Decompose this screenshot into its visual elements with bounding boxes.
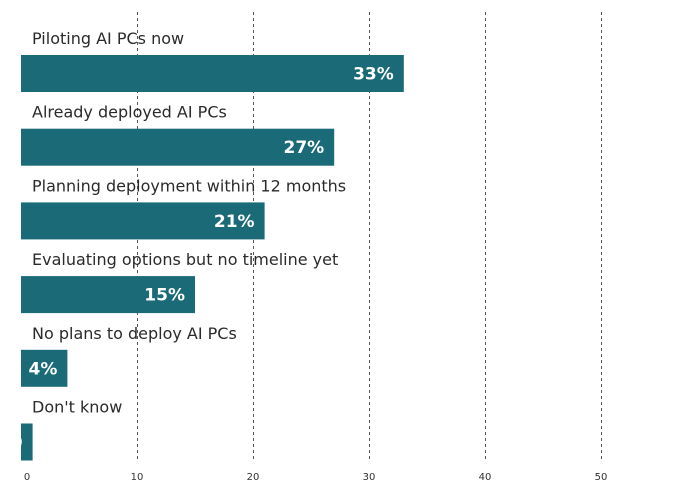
category-label: Evaluating options but no timeline yet [32, 250, 338, 269]
category-label: Already deployed AI PCs [32, 103, 227, 122]
bar [21, 423, 33, 461]
bar-row: Evaluating options but no timeline yet 15… [21, 250, 338, 314]
bar-value-label: 27% [283, 138, 324, 158]
bar [21, 128, 335, 166]
x-tick-label: 40 [479, 472, 492, 483]
bar-value-label: 0 [11, 433, 23, 453]
category-label: Piloting AI PCs now [32, 29, 184, 48]
bar [21, 349, 68, 387]
x-tick-label: 0 [24, 472, 30, 483]
x-tick-label: 10 [131, 472, 144, 483]
category-label: No plans to deploy AI PCs [32, 324, 237, 343]
bar-value-label: 21% [214, 212, 255, 232]
tick-layer: 0 10 20 30 40 50 [24, 472, 608, 483]
bar-row: Piloting AI PCs now 33% [21, 29, 404, 92]
bar-value-label: 4% [29, 359, 58, 379]
x-tick-label: 30 [363, 472, 376, 483]
bar-value-label: 33% [353, 65, 394, 85]
bar-row: No plans to deploy AI PCs 4% [21, 324, 237, 387]
bar-row: Planning deployment within 12 months 21% [21, 176, 346, 240]
bar-row: Already deployed AI PCs 27% [21, 103, 335, 166]
bar [21, 55, 404, 92]
bar-layer: Piloting AI PCs now 33% Already deployed A… [11, 29, 404, 461]
bar [21, 202, 265, 240]
x-tick-label: 50 [595, 472, 608, 483]
category-label: Planning deployment within 12 months [32, 176, 346, 195]
bar-value-label: 15% [144, 286, 185, 306]
x-tick-label: 20 [247, 472, 260, 483]
bar-row: Don't know 0 [11, 398, 122, 461]
category-label: Don't know [32, 398, 122, 417]
bar [21, 276, 195, 314]
